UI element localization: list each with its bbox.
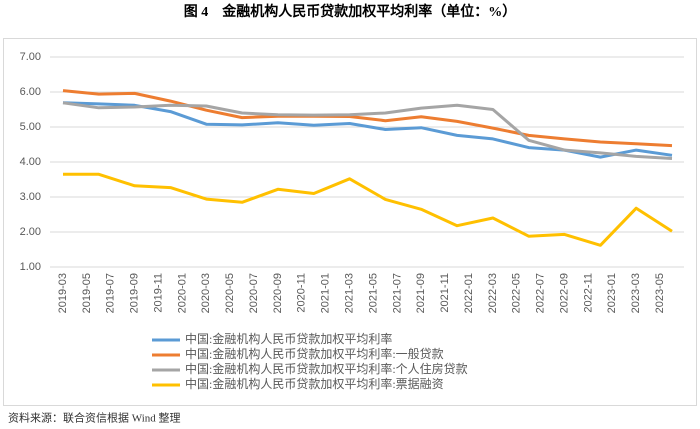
x-tick-label: 2019-05 — [81, 273, 93, 313]
y-tick-label: 5.00 — [20, 121, 41, 133]
y-tick-label: 6.00 — [20, 86, 41, 98]
x-tick-label: 2023-03 — [630, 273, 642, 313]
x-tick-label: 2022-07 — [535, 273, 547, 313]
line-series — [63, 172, 673, 247]
x-tick-label: 2022-05 — [511, 273, 523, 313]
line-series — [62, 101, 673, 160]
x-tick-label: 2020-11 — [296, 273, 308, 313]
x-tick-label: 2022-01 — [463, 273, 475, 313]
x-tick-label: 2021-07 — [391, 273, 403, 313]
x-tick-label: 2021-09 — [415, 273, 427, 313]
x-tick-label: 2019-07 — [105, 273, 117, 313]
x-tick-label: 2020-01 — [176, 273, 188, 313]
line-series — [62, 89, 673, 148]
legend-label: 中国:金融机构人民币贷款加权平均利率:一般贷款 — [185, 346, 444, 361]
y-tick-label: 4.00 — [20, 156, 41, 168]
source-note: 资料来源：联合资信根据 Wind 整理 — [8, 411, 181, 425]
chart-title: 图 4 金融机构人民币贷款加权平均利率（单位：%） — [184, 3, 517, 20]
x-tick-label: 2019-11 — [152, 273, 164, 313]
legend-label: 中国:金融机构人民币贷款加权平均利率:个人住房贷款 — [185, 361, 468, 376]
x-tick-label: 2020-09 — [272, 273, 284, 313]
x-tick-label: 2020-03 — [200, 273, 212, 313]
x-tick-label: 2022-09 — [558, 273, 570, 313]
x-tick-label: 2021-03 — [343, 273, 355, 313]
x-tick-label: 2021-01 — [320, 273, 332, 313]
x-tick-label: 2020-05 — [224, 273, 236, 313]
x-tick-label: 2021-05 — [367, 273, 379, 313]
x-tick-label: 2023-01 — [606, 273, 618, 313]
chart-frame — [3, 38, 697, 406]
x-tick-label: 2020-07 — [248, 273, 260, 313]
x-tick-label: 2022-03 — [487, 273, 499, 313]
line-series — [62, 101, 673, 159]
y-tick-label: 3.00 — [20, 191, 41, 203]
x-tick-label: 2019-09 — [129, 273, 141, 313]
legend-label: 中国:金融机构人民币贷款加权平均利率 — [185, 331, 392, 346]
legend-label: 中国:金融机构人民币贷款加权平均利率:票据融资 — [185, 376, 444, 391]
x-tick-label: 2022-11 — [582, 273, 594, 313]
x-tick-label: 2023-05 — [654, 273, 666, 313]
x-tick-label: 2019-03 — [57, 273, 69, 313]
y-tick-label: 7.00 — [20, 51, 41, 63]
y-tick-label: 1.00 — [20, 261, 41, 273]
x-tick-label: 2021-11 — [439, 273, 451, 313]
y-tick-label: 2.00 — [20, 226, 41, 238]
